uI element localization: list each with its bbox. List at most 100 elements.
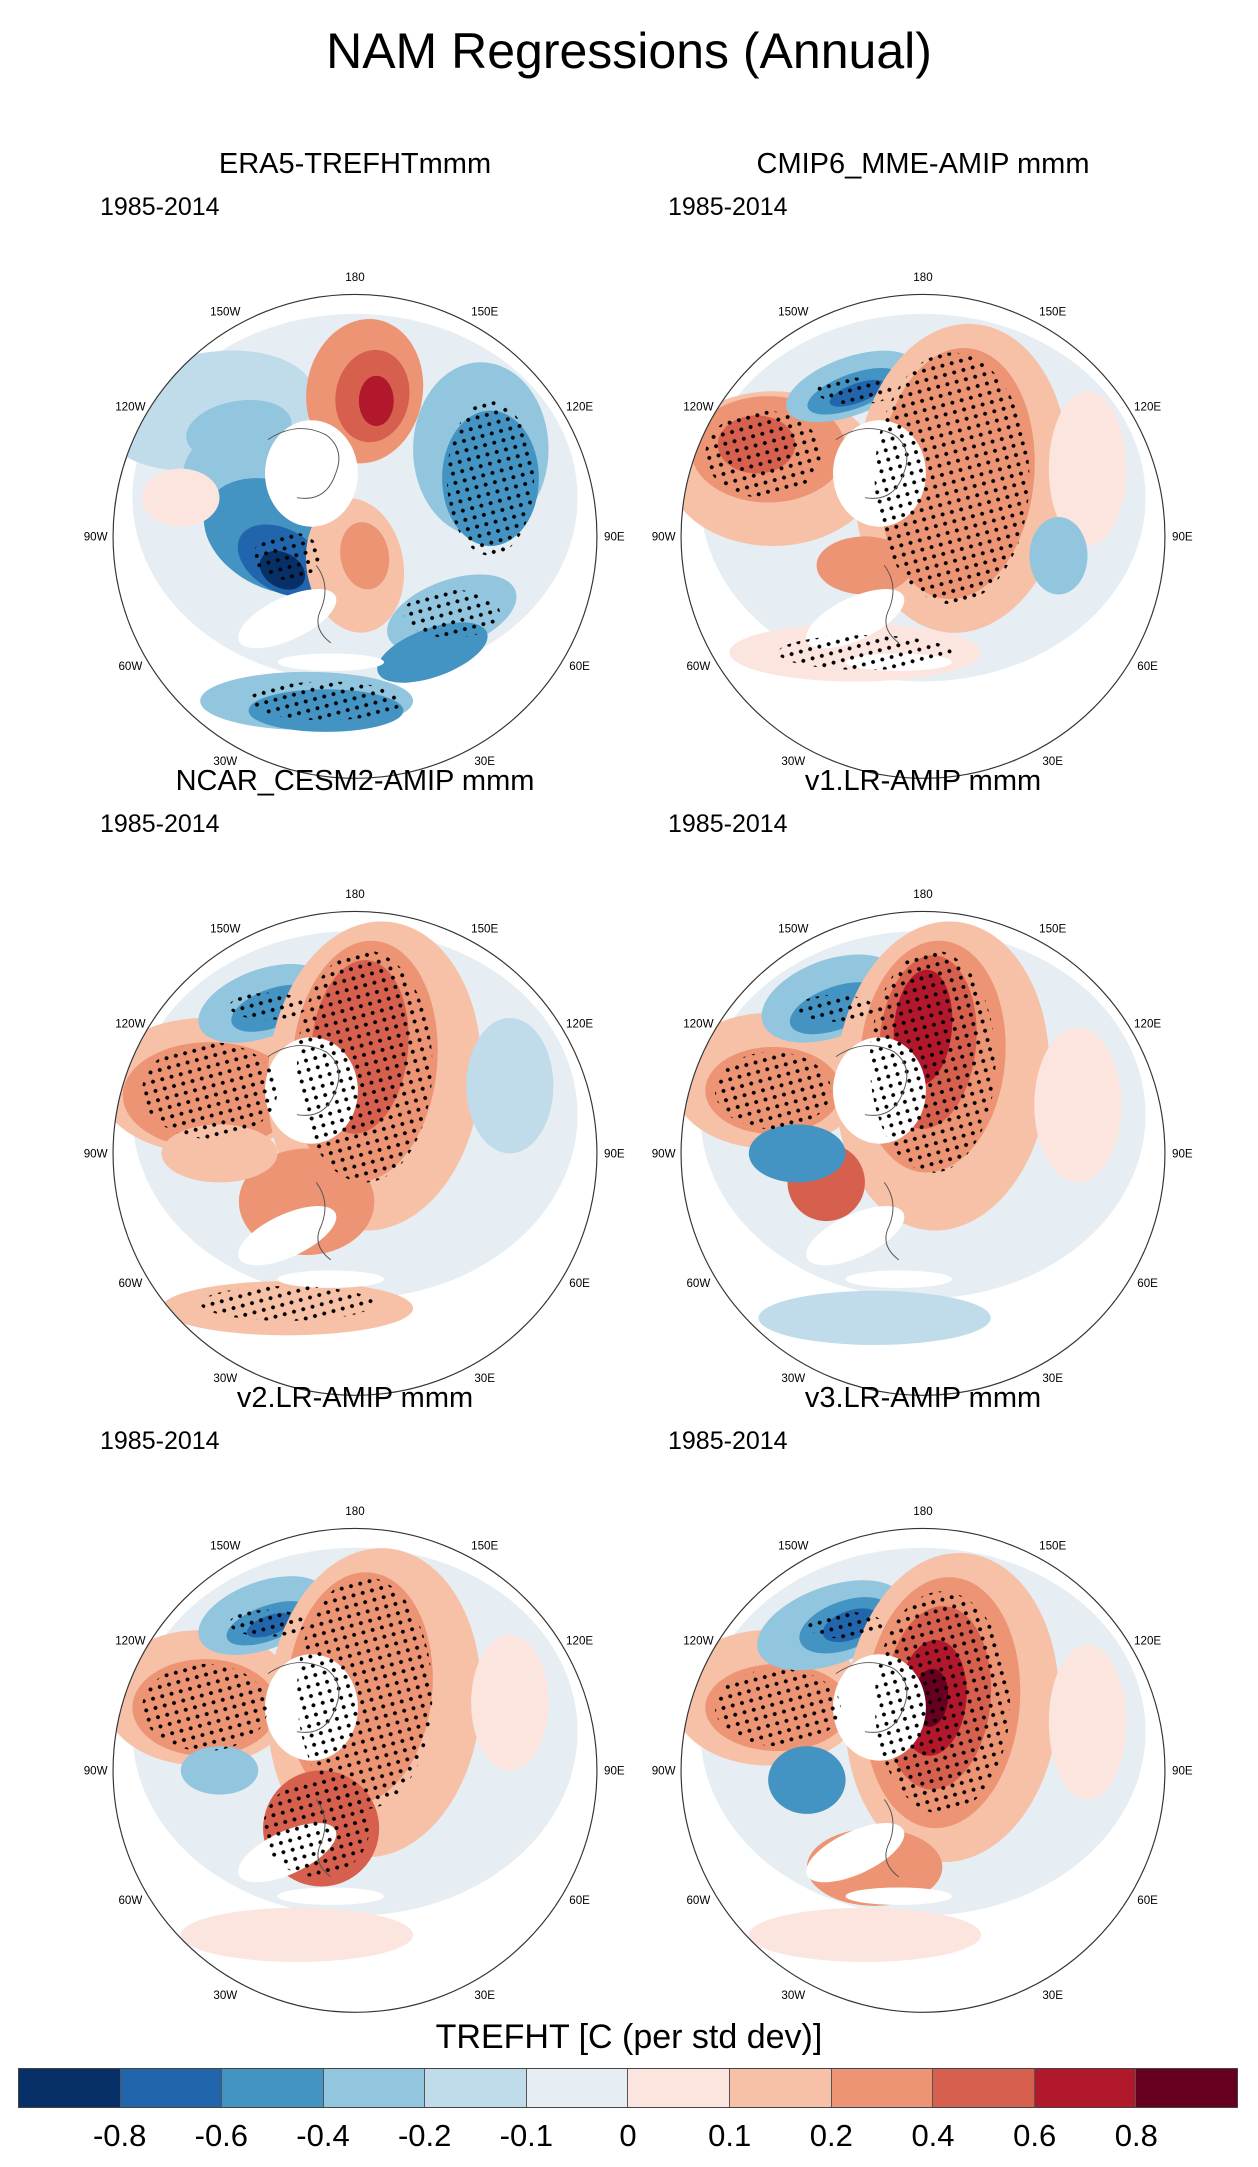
polar-map: 180150E120E90E60E30E030W60W90W120W150W	[652, 888, 1193, 1396]
colorbar-tick-label: 0.8	[1114, 2118, 1158, 2153]
lon-label: 60E	[1137, 1894, 1158, 1907]
significance-stipple	[142, 1663, 268, 1752]
significance-stipple	[248, 681, 404, 721]
panel-period: 1985-2014	[100, 810, 220, 838]
mediterranean-gap	[845, 1270, 953, 1288]
lon-label: 30W	[781, 755, 805, 768]
anomaly-region	[758, 1290, 991, 1345]
colorbar-swatch	[19, 2069, 121, 2107]
lon-label: 30W	[781, 1989, 805, 2002]
mediterranean-gap	[845, 1887, 953, 1905]
significance-stipple	[142, 1042, 278, 1139]
panel-period: 1985-2014	[668, 193, 788, 221]
lon-label: 120E	[1134, 1635, 1161, 1648]
lon-label: 150W	[210, 306, 240, 319]
anomaly-region	[1048, 1644, 1127, 1800]
lon-label: 60E	[569, 1277, 590, 1290]
lon-label: 90W	[652, 530, 676, 543]
polar-map: 180150E120E90E60E30E030W60W90W120W150W	[84, 1505, 625, 2013]
significance-stipple	[806, 1611, 885, 1639]
lon-label: 60W	[118, 1277, 142, 1290]
lon-label: 180	[345, 888, 364, 901]
lon-label: 150W	[210, 1540, 240, 1553]
significance-stipple	[253, 531, 322, 580]
colorbar-swatch	[628, 2069, 731, 2107]
colorbar-tick-label: -0.1	[499, 2118, 554, 2153]
lon-label: 60W	[118, 1894, 142, 1907]
map-boundary	[680, 1527, 1166, 2013]
lon-label: 90E	[1172, 530, 1193, 543]
lon-label: 180	[913, 271, 932, 284]
atlantic-gap	[806, 1206, 905, 1266]
anomaly-region	[186, 399, 292, 460]
lon-label: 90W	[652, 1764, 676, 1777]
mediterranean-gap	[277, 1887, 385, 1905]
panel-period: 1985-2014	[100, 1427, 220, 1455]
significance-stipple	[714, 1668, 841, 1747]
map-panel: CMIP6_MME-AMIP mmm 1985-2014 180 150E 120E 90…	[623, 148, 1223, 779]
lon-label: 120W	[115, 1018, 145, 1031]
panel-title: NCAR_CESM2-AMIP mmm	[175, 765, 535, 797]
colorbar-tick-label: -0.8	[92, 2118, 147, 2153]
significance-stipple	[714, 1051, 832, 1130]
colorbar-swatch	[323, 2069, 426, 2107]
lon-label: 60E	[569, 1894, 590, 1907]
anomaly-region	[748, 1907, 982, 1962]
mediterranean-gap	[277, 1270, 385, 1288]
map-boundary	[680, 910, 1166, 1396]
colorbar-tick-label: 0.4	[911, 2118, 955, 2153]
significance-stipple	[874, 352, 1030, 605]
lon-label: 90E	[1172, 1147, 1193, 1160]
lon-label: 90W	[84, 1147, 108, 1160]
polar-map: 180150E120E90E60E30E030W60W90W120W150W	[652, 271, 1193, 779]
panel-period: 1985-2014	[668, 810, 788, 838]
atlantic-gap	[238, 589, 337, 649]
colorbar-swatch	[1136, 2069, 1237, 2107]
mediterranean-gap	[277, 653, 385, 671]
figure-title: NAM Regressions (Annual)	[326, 23, 932, 79]
colorbar-swatch	[120, 2069, 223, 2107]
anomaly-region	[768, 1746, 846, 1814]
lon-label: 30E	[1042, 1372, 1063, 1385]
lon-label: 150W	[778, 306, 808, 319]
atlantic-gap	[238, 1206, 337, 1266]
anomaly-region	[161, 1124, 278, 1183]
panel-title: v1.LR-AMIP mmm	[804, 765, 1042, 797]
lon-label: 60E	[569, 660, 590, 673]
lon-label: 120E	[1134, 401, 1161, 414]
anomaly-region	[358, 375, 394, 427]
anomaly-region	[180, 1907, 414, 1962]
lon-label: 120E	[566, 1635, 593, 1648]
lon-label: 90W	[84, 530, 108, 543]
colorbar-swatch	[526, 2069, 629, 2107]
significance-stipple	[296, 1576, 433, 1810]
polar-map: 180150E120E90E60E30E030W60W90W120W150W	[652, 1505, 1193, 2013]
anomaly-region	[142, 468, 220, 527]
map-panel: v1.LR-AMIP mmm 1985-2014 180 150E 120E 90E 60E…	[623, 765, 1223, 1396]
lon-label: 30W	[213, 1989, 237, 2002]
lon-label: 180	[913, 888, 932, 901]
colorbar-swatch	[1034, 2069, 1137, 2107]
anomaly-region	[1029, 517, 1088, 595]
map-panel: NCAR_CESM2-AMIP mmm 1985-2014 180 150E 120E 9…	[55, 765, 655, 1396]
anomaly-region	[340, 522, 390, 590]
lon-label: 120W	[683, 401, 713, 414]
colorbar-tick-label: -0.2	[397, 2118, 452, 2153]
lon-label: 150E	[471, 923, 498, 936]
lon-label: 150E	[1039, 923, 1066, 936]
lon-label: 90W	[652, 1147, 676, 1160]
lon-label: 150E	[1039, 1540, 1066, 1553]
lon-label: 30W	[213, 755, 237, 768]
map-panel: v3.LR-AMIP mmm 1985-2014 180 150E 120E 90E 60E…	[623, 1382, 1223, 2013]
colorbar-tick-label: 0.6	[1013, 2118, 1057, 2153]
panel-period: 1985-2014	[668, 1427, 788, 1455]
colorbar-swatch	[730, 2069, 832, 2107]
significance-stipple	[705, 410, 822, 498]
lon-label: 120W	[683, 1635, 713, 1648]
lon-label: 30E	[474, 755, 495, 768]
lon-label: 150E	[1039, 306, 1066, 319]
lon-label: 30E	[1042, 755, 1063, 768]
panel-title: v3.LR-AMIP mmm	[804, 1382, 1042, 1414]
map-panel: v2.LR-AMIP mmm 1985-2014 180 150E 120E 90E 60E…	[55, 1382, 655, 2013]
lon-label: 90E	[604, 1147, 625, 1160]
